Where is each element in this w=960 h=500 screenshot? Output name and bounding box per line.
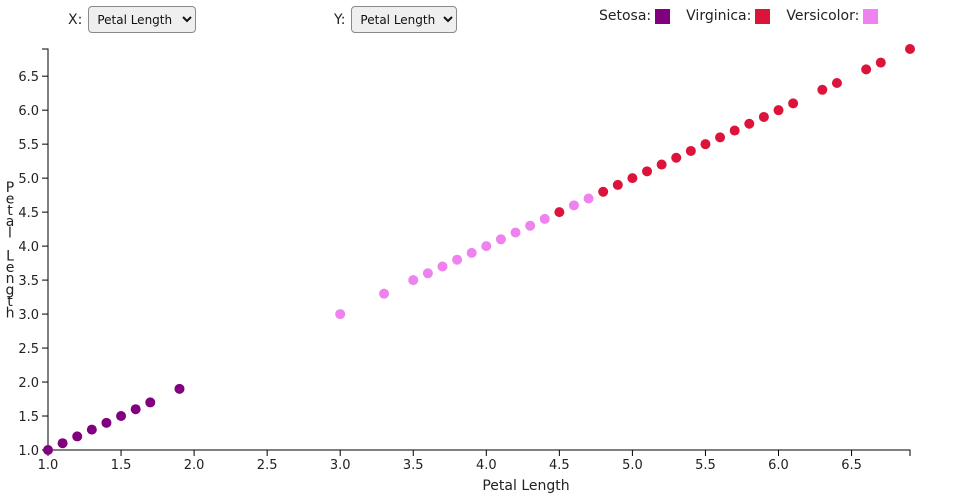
- x-axis-control: X: Petal Length: [68, 6, 197, 33]
- data-point-versicolor: [495, 234, 506, 245]
- legend-item-setosa: Setosa:: [599, 8, 671, 24]
- x-tick-label: 4.0: [476, 458, 497, 473]
- x-axis: 1.0 1.5 2.0 2.5 3.0 3.5 4.0 4.5 5.0 5.5 6.0 6.5: [38, 449, 911, 473]
- legend-swatch-versicolor: [863, 8, 879, 24]
- y-tick-label: 3.0: [18, 308, 39, 323]
- data-point-virginica: [715, 132, 726, 143]
- y-axis-select[interactable]: Petal Length: [351, 6, 458, 33]
- data-point-versicolor: [568, 200, 579, 211]
- y-tick-label: 1.5: [18, 410, 39, 425]
- data-point-setosa: [174, 383, 185, 394]
- data-point-setosa: [116, 411, 127, 422]
- x-tick-label: 3.0: [330, 458, 351, 473]
- y-axis: 1.0 1.5 2.0 2.5 3.0 3.5 4.0 4.5 5.0 5.5 6.0 6.5: [18, 48, 49, 459]
- x-tick-label: 4.5: [549, 458, 570, 473]
- data-point-versicolor: [583, 193, 594, 204]
- data-point-virginica: [744, 118, 755, 129]
- legend-swatch-virginica: [755, 8, 771, 24]
- y-tick-label: 4.0: [18, 240, 39, 255]
- legend-label-virginica: Virginica:: [686, 8, 752, 24]
- data-point-virginica: [788, 98, 799, 109]
- data-point-setosa: [72, 431, 83, 442]
- data-point-versicolor: [525, 220, 536, 231]
- data-point-virginica: [627, 173, 638, 184]
- data-point-versicolor: [452, 254, 463, 265]
- y-tick-label: 4.5: [18, 206, 39, 221]
- data-point-virginica: [598, 186, 609, 197]
- data-point-virginica: [700, 139, 711, 150]
- data-point-virginica: [612, 179, 623, 190]
- y-tick-label: 2.5: [18, 342, 39, 357]
- x-tick-label: 6.0: [768, 458, 789, 473]
- data-point-virginica: [875, 57, 886, 68]
- legend-item-virginica: Virginica:: [686, 8, 771, 24]
- data-point-setosa: [145, 397, 156, 408]
- data-point-versicolor: [408, 275, 419, 286]
- data-point-virginica: [758, 111, 769, 122]
- data-point-setosa: [101, 417, 112, 428]
- x-tick-label: 6.5: [841, 458, 862, 473]
- data-points: [43, 44, 915, 455]
- x-axis-select[interactable]: Petal Length: [88, 6, 197, 33]
- data-point-virginica: [685, 145, 696, 156]
- data-point-virginica: [656, 159, 667, 170]
- y-tick-label: 6.5: [18, 70, 39, 85]
- x-tick-label: 3.5: [403, 458, 424, 473]
- data-point-versicolor: [466, 247, 477, 258]
- data-point-virginica: [554, 207, 565, 218]
- y-tick-label: 6.0: [18, 104, 39, 119]
- y-tick-label: 5.0: [18, 172, 39, 187]
- data-point-virginica: [671, 152, 682, 163]
- x-tick-label: 5.0: [622, 458, 643, 473]
- data-point-virginica: [642, 166, 653, 177]
- data-point-virginica: [831, 77, 842, 88]
- y-tick-label: 5.5: [18, 138, 39, 153]
- x-tick-label: 5.5: [695, 458, 716, 473]
- x-axis-title: Petal Length: [482, 478, 569, 494]
- data-point-versicolor: [437, 261, 448, 272]
- data-point-versicolor: [481, 241, 492, 252]
- data-point-versicolor: [510, 227, 521, 238]
- legend: Setosa: Virginica: Versicolor:: [599, 8, 879, 24]
- data-point-virginica: [861, 64, 872, 75]
- data-point-versicolor: [422, 268, 433, 279]
- x-tick-label: 1.5: [111, 458, 132, 473]
- x-tick-label: 1.0: [38, 458, 59, 473]
- legend-label-versicolor: Versicolor:: [786, 8, 860, 24]
- legend-label-setosa: Setosa:: [599, 8, 652, 24]
- y-tick-label: 2.0: [18, 376, 39, 391]
- data-point-setosa: [130, 404, 141, 415]
- data-point-setosa: [57, 438, 68, 449]
- y-tick-label: 1.0: [18, 444, 39, 459]
- data-point-versicolor: [539, 213, 550, 224]
- legend-item-versicolor: Versicolor:: [786, 8, 879, 24]
- data-point-virginica: [905, 44, 915, 54]
- x-tick-label: 2.5: [257, 458, 278, 473]
- data-point-versicolor: [379, 288, 390, 299]
- y-axis-control: Y: Petal Length: [334, 6, 458, 33]
- y-axis-select-label: Y:: [334, 11, 346, 28]
- data-point-setosa: [43, 445, 53, 455]
- data-point-virginica: [729, 125, 740, 136]
- x-axis-line: [47, 449, 911, 456]
- y-axis-line: [42, 48, 49, 451]
- x-tick-label: 2.0: [184, 458, 205, 473]
- data-point-versicolor: [335, 309, 346, 320]
- data-point-setosa: [86, 424, 97, 435]
- legend-swatch-setosa: [655, 8, 671, 24]
- x-axis-select-label: X:: [68, 11, 83, 28]
- data-point-virginica: [817, 84, 828, 95]
- data-point-virginica: [773, 105, 784, 116]
- y-tick-label: 3.5: [18, 274, 39, 289]
